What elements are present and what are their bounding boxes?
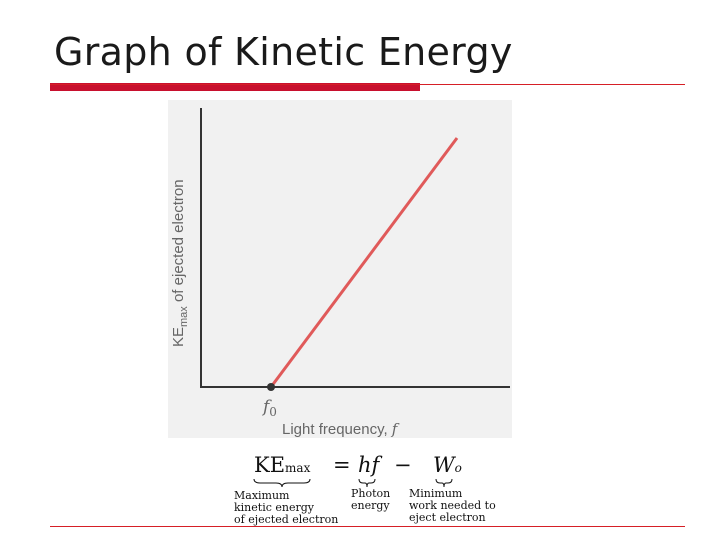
caption-line: of ejected electron [234, 513, 339, 526]
caption-hf: Photon energy [351, 488, 390, 512]
equation-hf: hf [358, 453, 380, 477]
x-axis-label-main: Light frequency, [282, 421, 392, 438]
chart-svg: f0 Light frequency, f KEmax of ejected e… [170, 108, 510, 438]
x-axis-label-var: f [391, 420, 400, 438]
x-axis-label: Light frequency, f [282, 420, 400, 438]
caption-line: eject electron [409, 511, 486, 524]
x-tick-label-sub: 0 [269, 405, 277, 419]
caption-line: work needed to [409, 499, 496, 512]
caption-ke: Maximum kinetic energy of ejected electr… [234, 490, 338, 526]
caption-line: Minimum [409, 487, 463, 500]
equation-w-text: W [433, 453, 455, 477]
equation-minus: − [394, 453, 412, 477]
chart-panel: f0 Light frequency, f KEmax of ejected e… [168, 100, 512, 438]
equation-ke-text: KE [254, 453, 286, 477]
y-axis-label-sub: max [178, 306, 190, 327]
y-axis-label-main: KE [170, 327, 187, 347]
slide-title: Graph of Kinetic Energy [54, 30, 513, 74]
equation-w: Wo [433, 453, 462, 477]
y-axis-label-rest: of ejected electron [170, 179, 187, 306]
brace-w [435, 478, 453, 488]
brace-ke [253, 478, 311, 488]
brace-hf [358, 478, 376, 488]
series-line [269, 137, 459, 388]
x-tick-label: f0 [261, 397, 277, 419]
footer-rule [50, 526, 685, 527]
equation-ke: KEmax [254, 453, 310, 477]
caption-w: Minimum work needed to eject electron [409, 488, 496, 524]
y-axis-label: KEmax of ejected electron [170, 179, 190, 347]
equation-equals: = [333, 453, 351, 477]
x-tick-label-main: f [261, 397, 272, 417]
equation-w-sub: o [454, 461, 462, 475]
title-underline-accent [50, 83, 420, 91]
caption-line: kinetic energy [234, 501, 314, 514]
caption-line: Photon [351, 487, 391, 500]
threshold-point [267, 383, 275, 391]
caption-line: Maximum [234, 489, 290, 502]
title-underline [50, 84, 685, 85]
equation-ke-sub: max [285, 461, 311, 475]
caption-line: energy [351, 499, 390, 512]
